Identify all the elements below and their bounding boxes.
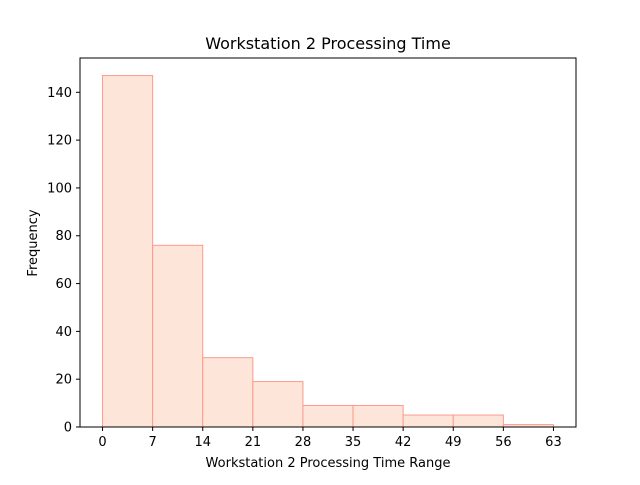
x-tick-label: 56 [495, 435, 512, 450]
y-tick-label: 60 [55, 277, 72, 292]
y-tick-label: 0 [64, 421, 72, 436]
x-ticks: 0 7 14 21 28 35 42 49 56 63 [98, 427, 562, 450]
x-tick-label: 35 [345, 435, 362, 450]
y-tick-label: 120 [47, 134, 72, 149]
x-axis-label: Workstation 2 Processing Time Range [206, 456, 451, 471]
x-tick-label: 49 [445, 435, 462, 450]
y-ticks: 0 20 40 60 80 100 120 140 [47, 86, 80, 436]
y-tick-label: 100 [47, 181, 72, 196]
x-tick-label: 14 [194, 435, 211, 450]
x-tick-label: 7 [149, 435, 157, 450]
y-tick-label: 40 [55, 325, 72, 340]
x-tick-label: 28 [295, 435, 312, 450]
chart-title: Workstation 2 Processing Time [205, 34, 451, 53]
histogram-bar [452, 414, 504, 428]
histogram-bar [202, 357, 254, 428]
histogram-bar [302, 404, 354, 428]
x-tick-label: 42 [395, 435, 412, 450]
y-tick-label: 20 [55, 373, 72, 388]
histogram-bar [352, 404, 404, 428]
histogram-bar [402, 414, 454, 428]
histogram-bar [102, 75, 154, 428]
x-tick-label: 21 [245, 435, 262, 450]
axes-frame [79, 57, 577, 428]
bars-layer [102, 75, 554, 428]
y-axis-label: Frequency [26, 209, 41, 276]
x-tick-label: 0 [98, 435, 106, 450]
y-tick-label: 80 [55, 229, 72, 244]
x-tick-label: 63 [545, 435, 562, 450]
histogram-bar [152, 244, 204, 428]
y-tick-label: 140 [47, 86, 72, 101]
histogram-bar [252, 381, 304, 428]
